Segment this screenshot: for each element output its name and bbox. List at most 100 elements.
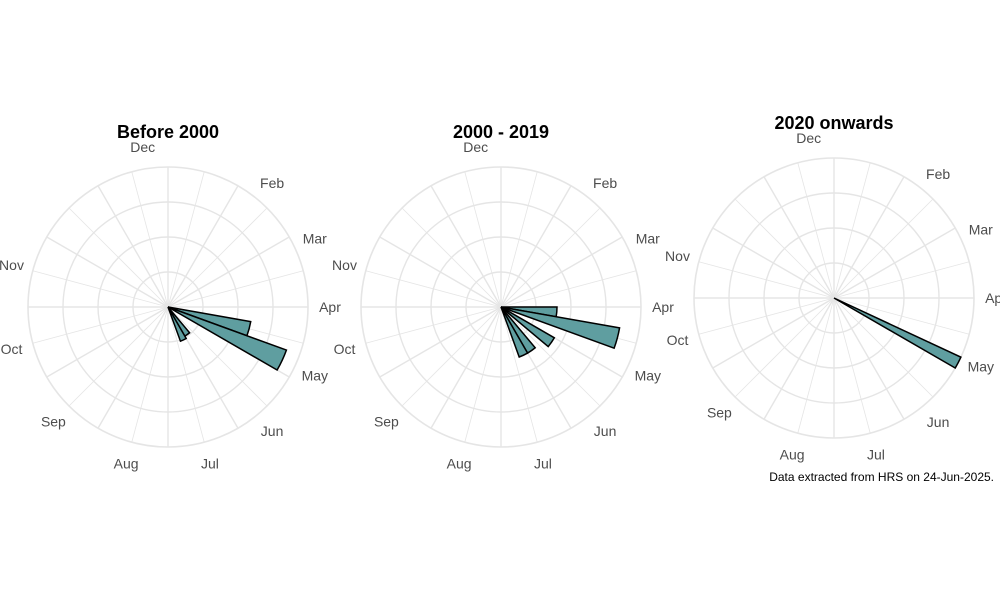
grid-spoke <box>32 306 169 344</box>
month-label: Oct <box>1 341 23 357</box>
grid-spoke <box>833 297 934 398</box>
month-label: Aug <box>780 447 805 463</box>
grid-spoke <box>763 176 835 299</box>
grid-spoke <box>833 227 956 299</box>
grid-spoke <box>698 261 835 299</box>
grid-spoke <box>464 306 502 443</box>
grid-spoke <box>167 207 268 308</box>
panel-title: 2000 - 2019 <box>453 122 549 142</box>
month-label: Jun <box>927 414 950 430</box>
polar-bar <box>167 306 188 343</box>
month-label: Jul <box>534 456 552 472</box>
grid-spoke <box>97 306 169 429</box>
grid-spoke <box>430 185 502 308</box>
grid-spoke <box>167 171 205 308</box>
month-label: May <box>302 368 328 384</box>
grid-spoke <box>464 171 502 308</box>
grid-spoke <box>833 297 905 420</box>
month-label: Sep <box>41 414 66 430</box>
month-label: Sep <box>374 414 399 430</box>
grid-spoke <box>500 270 637 308</box>
month-label: Sep <box>707 405 732 421</box>
grid-spoke <box>763 297 835 420</box>
grid-spoke <box>46 236 169 308</box>
grid-spoke <box>833 176 905 299</box>
month-label: Oct <box>667 332 689 348</box>
grid-spoke <box>379 306 502 378</box>
grid-spoke <box>167 185 239 308</box>
grid-spoke <box>500 185 572 308</box>
polar-bar <box>500 306 529 358</box>
month-label: Nov <box>0 257 24 273</box>
grid-spoke <box>32 270 169 308</box>
data-source-caption: Data extracted from HRS on 24-Jun-2025. <box>769 470 994 484</box>
grid-spoke <box>500 171 538 308</box>
grid-spoke <box>833 297 871 434</box>
month-label: Dec <box>463 139 488 155</box>
polar-bar <box>500 306 621 350</box>
grid-spoke <box>97 185 169 308</box>
month-label: Aug <box>114 456 139 472</box>
grid-spoke <box>500 236 623 308</box>
month-label: Dec <box>130 139 155 155</box>
grid-spoke <box>167 306 268 407</box>
month-label: Nov <box>665 248 690 264</box>
month-label: Apr <box>985 290 1000 306</box>
grid-spoke <box>167 236 290 308</box>
grid-spoke <box>46 306 169 378</box>
grid-spoke <box>734 198 835 299</box>
grid-spoke <box>167 270 304 308</box>
grid-spoke <box>833 297 970 335</box>
month-label: Jul <box>867 447 885 463</box>
grid-spoke <box>500 306 538 443</box>
grid-spoke <box>68 306 169 407</box>
month-label: Jun <box>594 423 617 439</box>
month-label: Jul <box>201 456 219 472</box>
grid-spoke <box>833 261 970 299</box>
month-label: Mar <box>969 222 993 238</box>
grid-spoke <box>712 227 835 299</box>
polar-bar <box>833 297 962 370</box>
month-label: Mar <box>636 231 660 247</box>
grid-spoke <box>734 297 835 398</box>
month-label: Apr <box>319 299 341 315</box>
month-label: Nov <box>332 257 357 273</box>
grid-spoke <box>797 297 835 434</box>
grid-spoke <box>797 162 835 299</box>
grid-spoke <box>500 207 601 308</box>
grid-spoke <box>698 297 835 335</box>
grid-spoke <box>833 198 934 299</box>
grid-spoke <box>401 306 502 407</box>
month-label: Dec <box>796 130 821 146</box>
grid-spoke <box>833 162 871 299</box>
panel-title: 2020 onwards <box>774 113 893 133</box>
grid-spoke <box>401 207 502 308</box>
month-label: Feb <box>260 175 284 191</box>
polar-bar <box>500 306 556 348</box>
grid-spoke <box>365 306 502 344</box>
month-label: Jun <box>261 423 284 439</box>
polar-bar <box>167 306 288 372</box>
grid-spoke <box>68 207 169 308</box>
grid-spoke <box>500 306 601 407</box>
grid-spoke <box>379 236 502 308</box>
month-label: Aug <box>447 456 472 472</box>
grid-spoke <box>365 270 502 308</box>
grid-spoke <box>131 171 169 308</box>
month-label: Mar <box>303 231 327 247</box>
grid-spoke <box>131 306 169 443</box>
month-label: May <box>968 359 994 375</box>
month-label: Feb <box>593 175 617 191</box>
panel-title: Before 2000 <box>117 122 219 142</box>
month-label: May <box>635 368 661 384</box>
month-label: Feb <box>926 166 950 182</box>
grid-spoke <box>712 297 835 369</box>
month-label: Oct <box>334 341 356 357</box>
month-label: Apr <box>652 299 674 315</box>
grid-spoke <box>167 306 205 443</box>
grid-spoke <box>430 306 502 429</box>
